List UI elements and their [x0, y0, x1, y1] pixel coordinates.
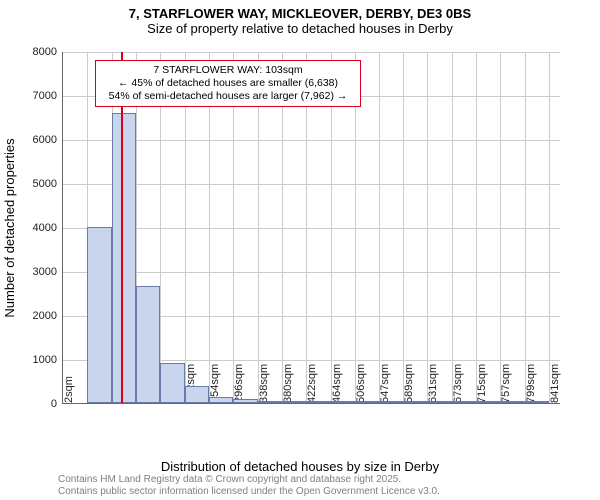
histogram-bar — [87, 227, 111, 403]
histogram-bar — [355, 401, 379, 403]
y-tick-label: 6000 — [33, 134, 63, 146]
x-tick-label: 380sqm — [278, 364, 294, 403]
gridline-vertical — [452, 52, 453, 403]
gridline-horizontal — [63, 184, 560, 185]
x-tick-label: 2sqm — [59, 376, 75, 403]
y-tick-label: 3000 — [33, 266, 63, 278]
histogram-bar — [112, 113, 136, 403]
y-tick-label: 5000 — [33, 178, 63, 190]
gridline-horizontal — [63, 140, 560, 141]
chart-title-address: 7, STARFLOWER WAY, MICKLEOVER, DERBY, DE… — [0, 6, 600, 21]
histogram-bar — [476, 401, 500, 403]
histogram-bar — [403, 401, 427, 403]
attribution-footer: Contains HM Land Registry data © Crown c… — [58, 474, 440, 497]
x-tick-label: 631sqm — [423, 364, 439, 403]
y-tick-label: 8000 — [33, 46, 63, 58]
gridline-vertical — [500, 52, 501, 403]
y-tick-label: 2000 — [33, 310, 63, 322]
x-tick-label: 464sqm — [327, 364, 343, 403]
y-tick-label: 1000 — [33, 354, 63, 366]
gridline-vertical — [476, 52, 477, 403]
chart-title-block: 7, STARFLOWER WAY, MICKLEOVER, DERBY, DE… — [0, 0, 600, 36]
footer-line2: Contains public sector information licen… — [58, 486, 440, 498]
histogram-bar — [525, 401, 549, 403]
annotation-line: 54% of semi-detached houses are larger (… — [102, 90, 354, 103]
histogram-bar — [427, 401, 451, 403]
y-tick-label: 4000 — [33, 222, 63, 234]
y-tick-label: 7000 — [33, 90, 63, 102]
gridline-vertical — [403, 52, 404, 403]
gridline-horizontal — [63, 52, 560, 53]
x-tick-label: 757sqm — [496, 364, 512, 403]
gridline-vertical — [379, 52, 380, 403]
x-tick-label: 547sqm — [375, 364, 391, 403]
annotation-callout: 7 STARFLOWER WAY: 103sqm← 45% of detache… — [95, 60, 361, 107]
gridline-vertical — [427, 52, 428, 403]
histogram-bar — [282, 401, 306, 403]
histogram-bar — [233, 399, 257, 403]
x-tick-label: 715sqm — [472, 364, 488, 403]
plot-region: 0100020003000400050006000700080002sqm44s… — [62, 52, 560, 404]
x-axis-label: Distribution of detached houses by size … — [0, 459, 600, 474]
histogram-bar — [209, 397, 233, 403]
x-tick-label: 506sqm — [351, 364, 367, 403]
histogram-bar — [136, 286, 160, 403]
annotation-line: 7 STARFLOWER WAY: 103sqm — [102, 64, 354, 77]
chart-area: 0100020003000400050006000700080002sqm44s… — [62, 52, 560, 404]
histogram-bar — [306, 401, 330, 403]
histogram-bar — [379, 401, 403, 403]
histogram-bar — [258, 401, 282, 403]
x-tick-label: 338sqm — [254, 364, 270, 403]
x-tick-label: 673sqm — [448, 364, 464, 403]
gridline-vertical — [549, 52, 550, 403]
histogram-bar — [160, 363, 184, 403]
x-tick-label: 799sqm — [521, 364, 537, 403]
annotation-line: ← 45% of detached houses are smaller (6,… — [102, 77, 354, 90]
x-tick-label: 589sqm — [399, 364, 415, 403]
histogram-bar — [185, 386, 209, 403]
x-tick-label: 841sqm — [545, 364, 561, 403]
footer-line1: Contains HM Land Registry data © Crown c… — [58, 474, 440, 486]
gridline-horizontal — [63, 228, 560, 229]
y-axis-label: Number of detached properties — [2, 138, 17, 317]
histogram-bar — [331, 401, 355, 403]
histogram-bar — [500, 401, 524, 403]
gridline-horizontal — [63, 272, 560, 273]
x-tick-label: 422sqm — [302, 364, 318, 403]
chart-title-subtitle: Size of property relative to detached ho… — [0, 21, 600, 36]
gridline-vertical — [525, 52, 526, 403]
histogram-bar — [452, 401, 476, 403]
